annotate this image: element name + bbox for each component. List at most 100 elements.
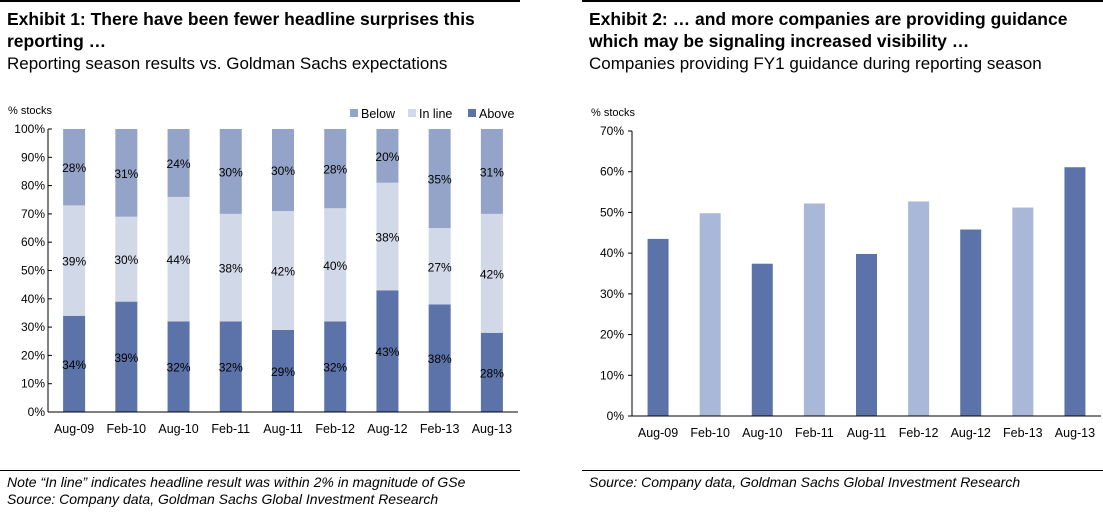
exhibit-2-panel: Exhibit 2: … and more companies are prov… (582, 0, 1103, 512)
bar-segment-below (376, 129, 399, 183)
bar (803, 203, 825, 416)
bar-segment-above (324, 321, 347, 412)
y-tick-label: 70% (600, 124, 624, 138)
data-label: 43% (375, 345, 399, 359)
y-tick-label: 40% (600, 246, 624, 260)
data-label: 27% (428, 260, 452, 274)
bar-segment-above (376, 290, 399, 412)
data-label: 32% (167, 361, 191, 375)
exhibit-1-subtitle: Reporting season results vs. Goldman Sac… (7, 54, 448, 73)
bar-segment-in-line (376, 182, 399, 291)
bar (960, 229, 982, 416)
bar-segment-in-line (480, 213, 503, 333)
data-label: 28% (323, 163, 347, 177)
x-tick-label: Feb-13 (420, 422, 460, 436)
y-tick-label: 30% (21, 320, 45, 334)
data-label: 42% (271, 265, 295, 279)
y-tick-label: 10% (21, 377, 45, 391)
bar-segment-above (480, 332, 503, 412)
exhibit-2-title-line2: which may be signaling increased visibil… (589, 31, 970, 51)
data-label: 34% (62, 358, 86, 372)
bar-segment-below (324, 129, 347, 209)
y-tick-label: 0% (607, 409, 625, 423)
bar-segment-below (480, 129, 503, 214)
exhibit-1-panel: Exhibit 1: There have been fewer headlin… (0, 0, 520, 512)
bar (1012, 207, 1034, 416)
exhibit-2-source: Source: Company data, Goldman Sachs Glob… (589, 474, 1021, 490)
data-label: 32% (219, 361, 243, 375)
bar-segment-below (63, 129, 86, 206)
x-tick-label: Aug-12 (951, 426, 991, 440)
data-label: 28% (480, 366, 504, 380)
stacked-bar-chart: % stocks 0% 10% 20% 30% 40% 50% 60% 70% 80% 90% 100… (8, 105, 518, 436)
data-label: 38% (375, 231, 399, 245)
bar-segment-in-line (167, 196, 190, 322)
bottom-rule (0, 470, 520, 471)
y-tick-label: 80% (21, 179, 45, 193)
data-label: 28% (62, 161, 86, 175)
bar-segment-in-line (272, 211, 294, 330)
x-tick-label: Feb-12 (315, 422, 355, 436)
exhibit-1-title-line1: Exhibit 1: There have been fewer headlin… (7, 9, 475, 29)
x-tick-label: Feb-11 (795, 426, 834, 440)
data-label: 30% (114, 253, 138, 267)
data-label: 39% (62, 255, 86, 269)
data-label: 31% (114, 167, 138, 181)
top-rule (582, 0, 1103, 2)
data-label: 39% (114, 351, 138, 365)
bar-segment-in-line (219, 213, 242, 322)
x-tick-label: Aug-11 (263, 422, 302, 436)
x-tick-label: Aug-09 (638, 426, 678, 440)
data-label: 38% (428, 352, 452, 366)
x-tick-label: Feb-13 (1003, 426, 1043, 440)
x-tick-label: Aug-13 (472, 422, 512, 436)
y-tick-label: 0% (28, 405, 46, 419)
bar (751, 263, 773, 416)
bar (699, 213, 721, 416)
y-tick-label: 60% (600, 165, 624, 179)
y-tick-label: 30% (600, 287, 624, 301)
y-tick-label: 70% (21, 207, 45, 221)
legend-swatch (468, 109, 476, 117)
data-label: 20% (375, 150, 399, 164)
top-rule (0, 0, 520, 2)
x-tick-label: Aug-10 (158, 422, 198, 436)
y-tick-label: 50% (600, 205, 624, 219)
bar-segment-above (115, 301, 138, 412)
x-tick-label: Feb-11 (211, 422, 250, 436)
x-tick-label: Aug-10 (742, 426, 782, 440)
x-tick-label: Feb-10 (690, 426, 730, 440)
data-label: 24% (167, 157, 191, 171)
x-tick-label: Feb-10 (107, 422, 147, 436)
x-tick-label: Aug-12 (367, 422, 407, 436)
legend-label: In line (419, 107, 452, 121)
y-tick-label: 20% (600, 328, 624, 342)
bar (647, 238, 669, 416)
bar-segment-above (219, 321, 242, 412)
bar-segment-below (115, 129, 138, 217)
data-label: 30% (271, 164, 295, 178)
x-tick-label: Aug-13 (1055, 426, 1095, 440)
bar-segment-above (167, 321, 190, 412)
exhibit-1-source: Source: Company data, Goldman Sachs Glob… (7, 491, 439, 507)
data-label: 40% (323, 259, 347, 273)
bottom-rule (582, 470, 1103, 471)
bar-segment-above (272, 329, 294, 412)
data-label: 35% (428, 173, 452, 187)
bar-segment-below (272, 129, 294, 212)
data-label: 29% (271, 365, 295, 379)
data-label: 32% (323, 361, 347, 375)
bar-segment-below (428, 129, 451, 229)
y-tick-label: 60% (21, 235, 45, 249)
data-label: 38% (219, 262, 243, 276)
data-label: 30% (219, 165, 243, 179)
legend-label: Above (479, 107, 514, 121)
bar-chart: % stocks 0% 10% 20% 30% 40% 50% 60% 70% Aug-09 Feb… (591, 107, 1101, 440)
exhibit-2-title-line1: Exhibit 2: … and more companies are prov… (589, 9, 1068, 29)
exhibit-1-title-line2: reporting … (7, 31, 107, 51)
y-tick-label: 10% (600, 368, 624, 382)
data-label: 42% (480, 267, 504, 281)
data-label: 44% (167, 253, 191, 267)
data-label: 31% (480, 165, 504, 179)
bar-segment-below (167, 129, 190, 197)
